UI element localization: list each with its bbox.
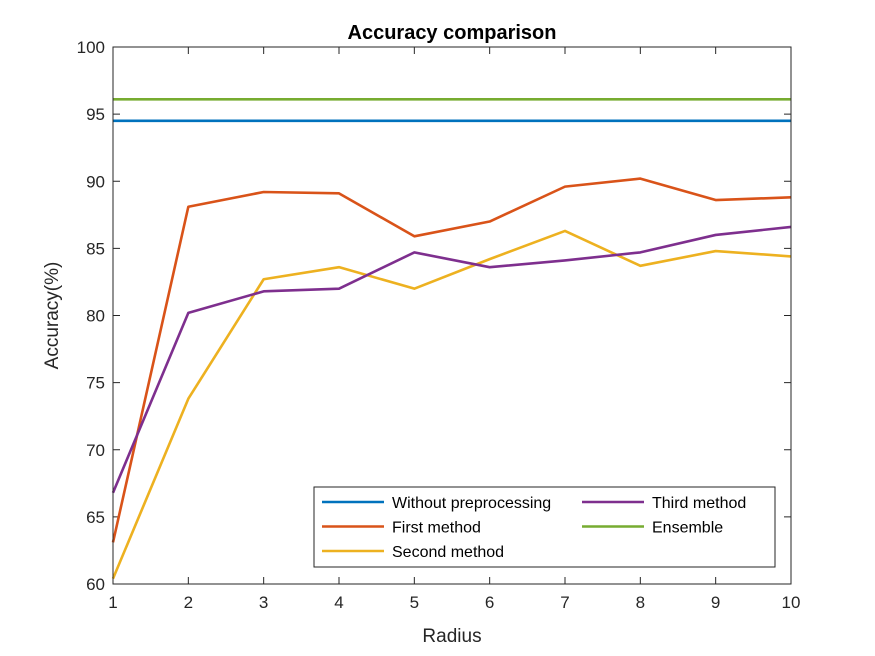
x-tick-label: 3	[259, 593, 268, 612]
x-tick-label: 9	[711, 593, 720, 612]
series-layer	[111, 98, 792, 580]
legend-label-without-preprocessing: Without preprocessing	[392, 495, 551, 512]
x-tick-label: 7	[560, 593, 569, 612]
legend-label-ensemble: Ensemble	[652, 520, 723, 537]
y-tick-label: 75	[86, 374, 105, 393]
x-tick-label: 5	[410, 593, 419, 612]
y-tick-label: 100	[77, 38, 105, 57]
x-tick-label: 4	[334, 593, 343, 612]
axes-frame	[112, 46, 792, 585]
legend-label-first-method: First method	[392, 520, 481, 537]
y-tick-label: 60	[86, 575, 105, 594]
legend-label-third-method: Third method	[652, 495, 746, 512]
series-line-second-method	[111, 229, 792, 580]
y-tick-label: 70	[86, 441, 105, 460]
legend-label-second-method: Second method	[392, 544, 504, 561]
y-tick-label: 65	[86, 508, 105, 527]
series-line-first-method	[111, 177, 792, 543]
ticks-layer: 1 2 3 4 5 6 7 8 9 10 60 65 70 75 80 85 90 95 100	[77, 38, 801, 612]
x-tick-label: 2	[184, 593, 193, 612]
y-tick-label: 80	[86, 307, 105, 326]
x-tick-label: 8	[636, 593, 645, 612]
y-tick-label: 95	[86, 105, 105, 124]
legend-box	[313, 486, 776, 568]
x-tick-label: 6	[485, 593, 494, 612]
x-axis-label: Radius	[422, 626, 481, 647]
series-line-third-method	[111, 225, 792, 494]
y-tick-label: 85	[86, 239, 105, 258]
x-tick-label: 1	[108, 593, 117, 612]
chart-title: Accuracy comparison	[348, 22, 557, 44]
y-axis-label: Accuracy(%)	[42, 262, 63, 370]
legend: Without preprocessing First method Second …	[313, 486, 776, 568]
x-tick-label: 10	[782, 593, 801, 612]
y-tick-label: 90	[86, 172, 105, 191]
